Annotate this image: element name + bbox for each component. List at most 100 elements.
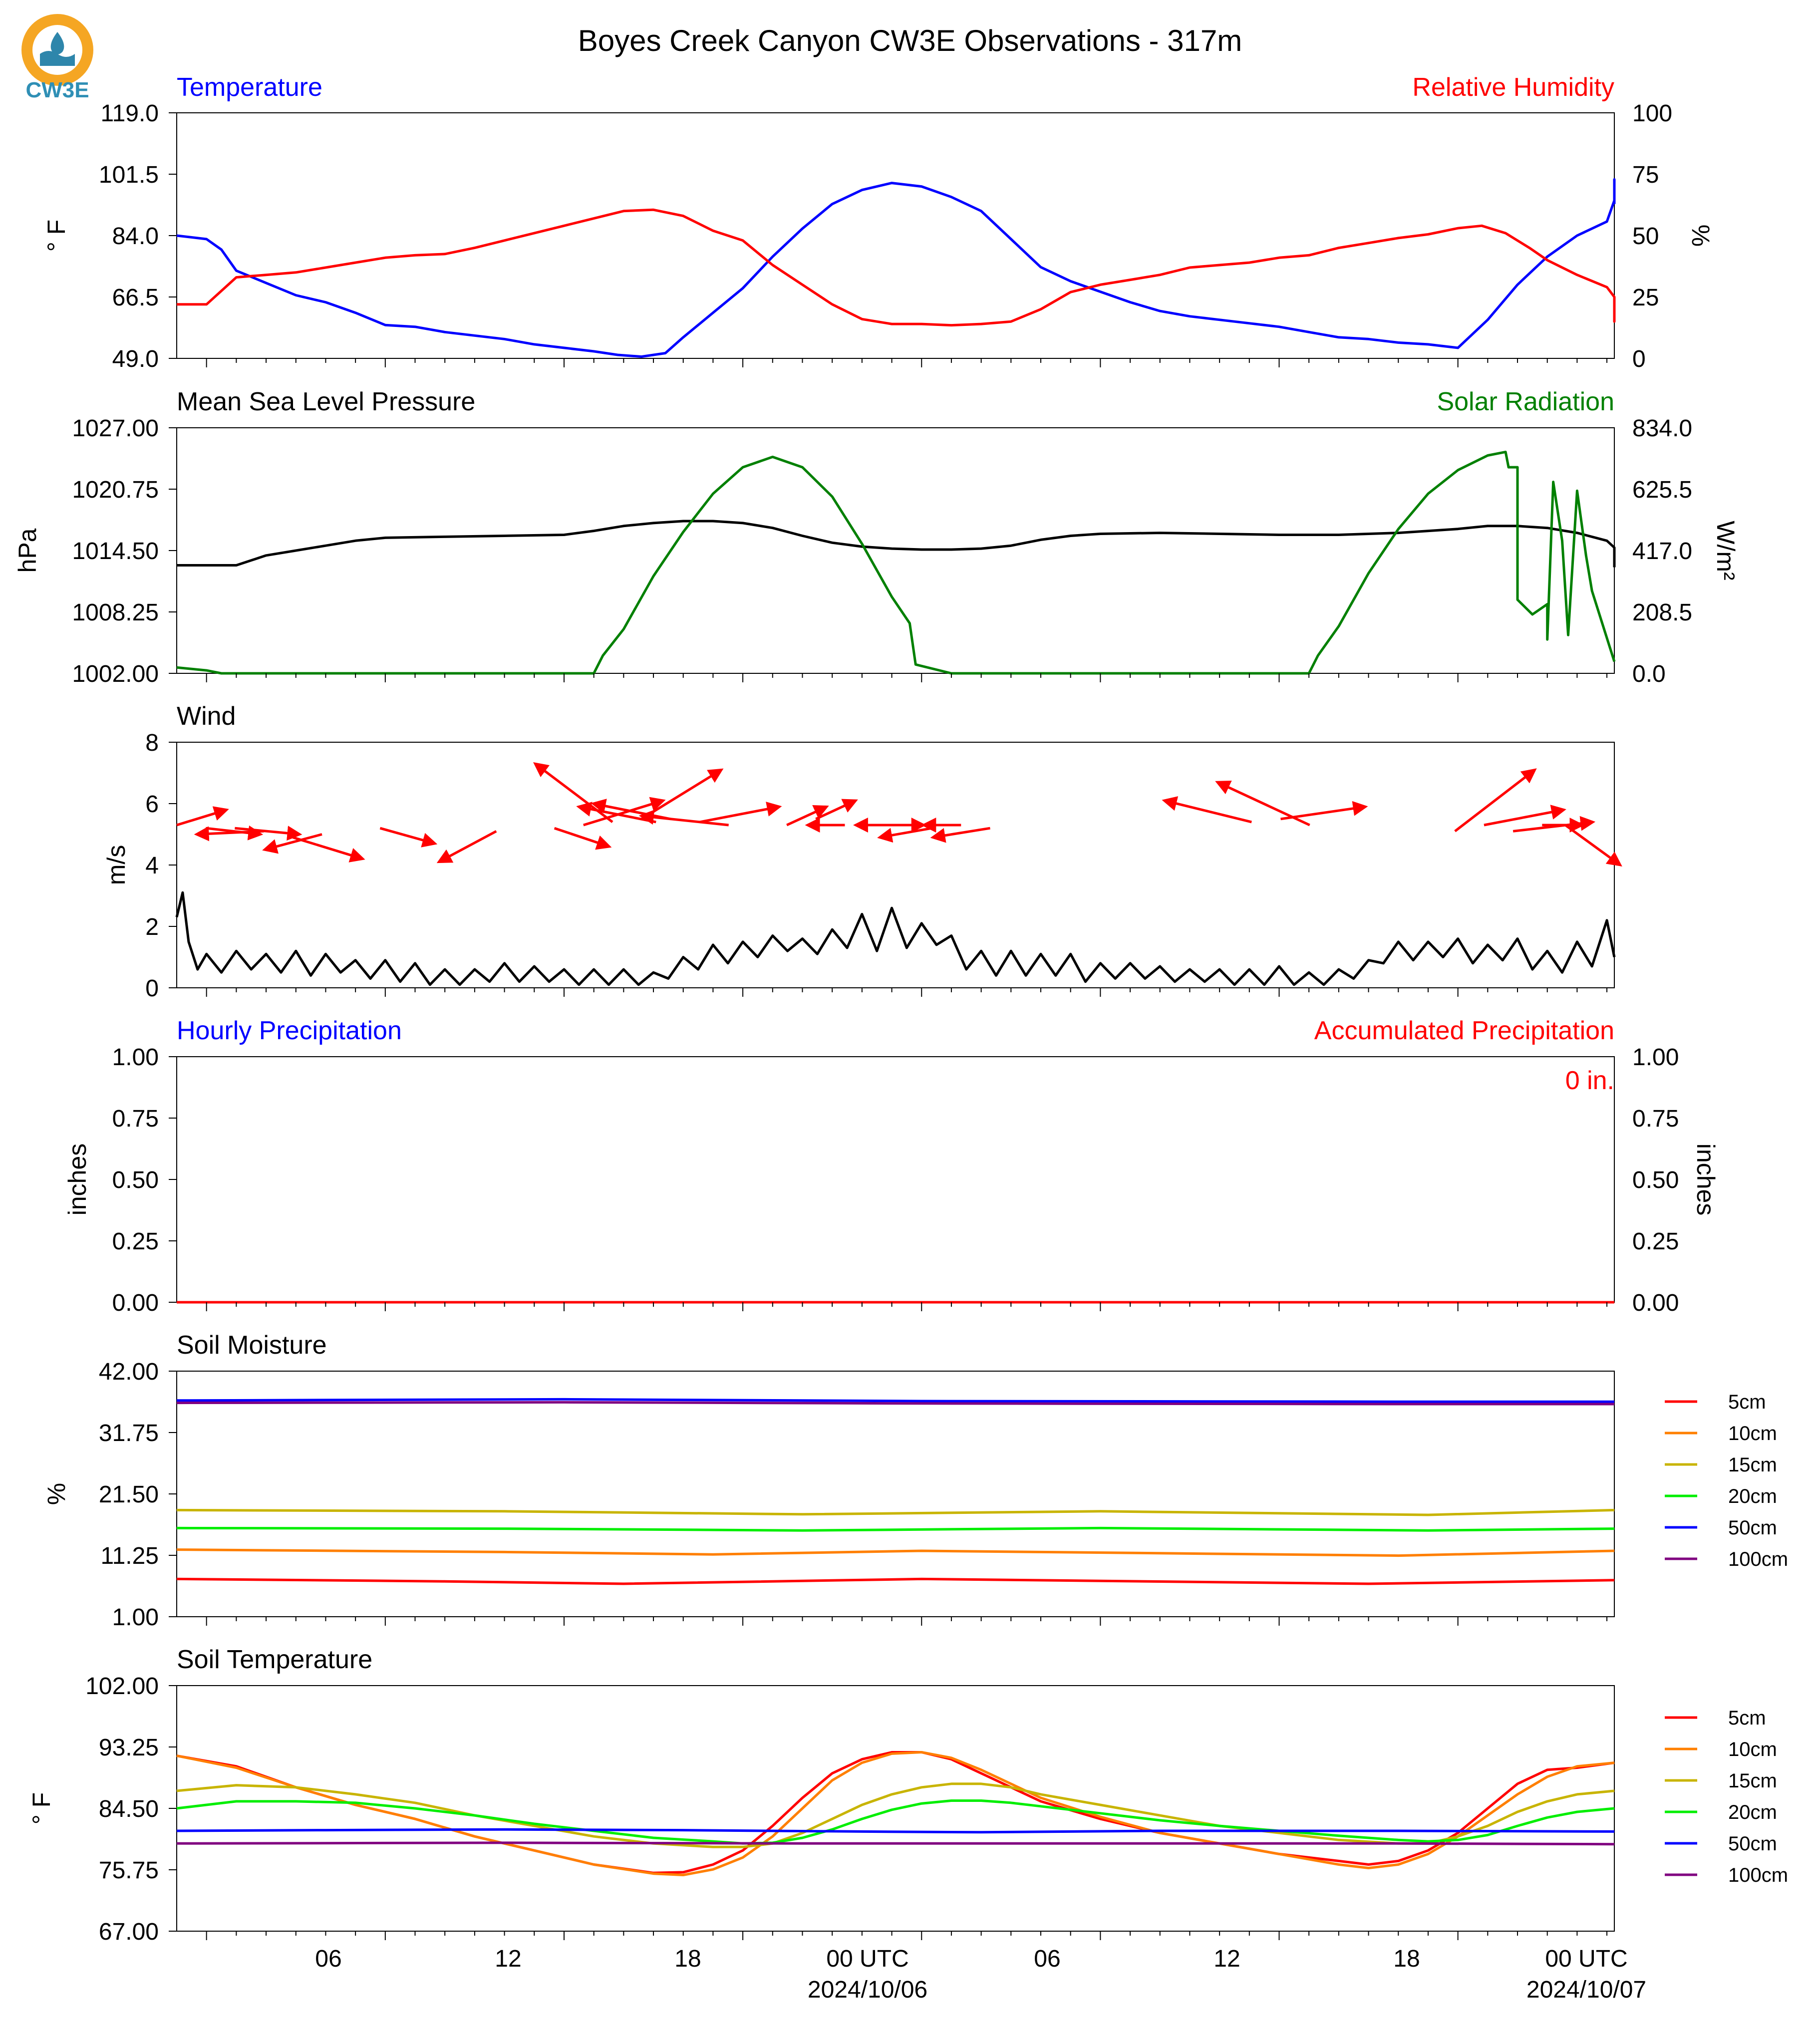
- x-tick-label: 18: [1393, 1946, 1420, 1972]
- pressure-line: [177, 520, 1616, 568]
- tick-label: 100: [1632, 100, 1672, 127]
- legend-label: 100cm: [1728, 1864, 1788, 1886]
- logo-text: CW3E: [25, 78, 89, 102]
- wind-direction-arrow: [930, 827, 990, 843]
- tick-label: 0.00: [112, 1290, 159, 1316]
- soil-temperature-legend: 5cm 10cm 15cm 20cm 50cm 100cm: [1665, 1707, 1788, 1886]
- tick-label: 0: [145, 975, 159, 1002]
- tick-label: 0.75: [1632, 1106, 1679, 1132]
- tick-label: 1002.00: [72, 661, 159, 687]
- soil-temperature-line: [176, 1828, 1615, 1834]
- pressure-panel: Mean Sea Level Pressure Solar Radiation …: [13, 387, 1740, 687]
- tick-label: 49.0: [112, 346, 159, 372]
- x-date-label: 2024/10/06: [808, 1977, 927, 2003]
- accumulated-total: 0 in.: [1565, 1066, 1614, 1095]
- soil-moisture-line: [176, 1526, 1615, 1532]
- soil-temperature-left-ticks: 102.00 93.25 84.50 75.75 67.00: [85, 1673, 159, 1945]
- wind-direction-arrow: [877, 827, 932, 843]
- soil-temperature-line: [176, 1799, 1615, 1845]
- wind-direction-arrow: [638, 810, 729, 827]
- soil-temperature-line: [176, 1841, 1615, 1846]
- legend-label: 10cm: [1728, 1423, 1777, 1445]
- legend-label: 20cm: [1728, 1801, 1777, 1823]
- wind-direction-arrow: [815, 799, 858, 821]
- pressure-series: [176, 450, 1616, 675]
- logo-water-icon: [40, 51, 75, 66]
- tick-label: 2: [145, 914, 159, 940]
- soil-moisture-line: [176, 1508, 1615, 1516]
- temperature-frame: [176, 112, 1615, 359]
- soil-temperature-unit: ° F: [27, 1792, 55, 1824]
- tick-label: 93.25: [99, 1735, 159, 1761]
- legend-label: 5cm: [1728, 1707, 1766, 1729]
- cw3e-logo: CW3E: [21, 14, 93, 102]
- pressure-unit: hPa: [13, 528, 41, 573]
- x-tick-label: 18: [674, 1946, 701, 1972]
- tick-label: 101.5: [99, 162, 159, 188]
- precip-right-unit: inches: [1692, 1144, 1720, 1216]
- wind-direction-arrow: [1162, 796, 1252, 824]
- soil-moisture-line: [176, 1398, 1614, 1403]
- tick-label: 1.00: [112, 1604, 159, 1631]
- tick-label: 8: [145, 730, 159, 756]
- legend-label: 5cm: [1728, 1391, 1766, 1413]
- tick-label: 75: [1632, 162, 1659, 188]
- tick-label: 67.00: [99, 1919, 159, 1945]
- temperature-right-ticks: 100 75 50 25 0: [1632, 100, 1672, 372]
- tick-label: 84.50: [99, 1796, 159, 1822]
- soil-moisture-line: [176, 1401, 1614, 1406]
- x-tick-label: 12: [1213, 1946, 1240, 1972]
- tick-label: 0.75: [112, 1106, 159, 1132]
- legend-label: 15cm: [1728, 1770, 1777, 1792]
- temperature-left-ticks: 119.0 101.5 84.0 66.5 49.0: [99, 100, 159, 372]
- x-axis-labels: 06 12 18 00 UTC 06 12 18 00 UTC 2024/10/…: [315, 1946, 1646, 2003]
- wind-direction-arrow: [436, 830, 497, 864]
- tick-label: 0.25: [1632, 1228, 1679, 1255]
- tick-label: 0.25: [112, 1228, 159, 1255]
- x-tick-label: 00 UTC: [826, 1946, 909, 1972]
- accum-precip-title: Accumulated Precipitation: [1314, 1016, 1614, 1045]
- legend-label: 50cm: [1728, 1833, 1777, 1855]
- wind-direction-arrow: [699, 802, 782, 824]
- tick-label: 0.50: [112, 1167, 159, 1193]
- tick-label: 50: [1632, 223, 1659, 250]
- x-tick-label: 06: [1034, 1946, 1060, 1972]
- precip-left-ticks: 1.00 0.75 0.50 0.25 0.00: [112, 1044, 159, 1316]
- x-tick-label: 00 UTC: [1545, 1946, 1627, 1972]
- soil-temperature-line: [176, 1782, 1615, 1848]
- pressure-title: Mean Sea Level Pressure: [177, 387, 475, 416]
- temperature-line: [176, 178, 1616, 358]
- tick-label: 625.5: [1632, 477, 1692, 503]
- solar-unit: W/m²: [1712, 521, 1740, 580]
- wind-unit: m/s: [102, 845, 130, 885]
- precip-right-ticks: 1.00 0.75 0.50 0.25 0.00: [1632, 1044, 1679, 1316]
- precip-panel: Hourly Precipitation Accumulated Precipi…: [63, 1016, 1720, 1316]
- pressure-frame: [176, 427, 1615, 674]
- wind-direction-arrow: [379, 827, 438, 848]
- logo-drop-icon: [50, 32, 64, 54]
- temperature-panel: Temperature Relative Humidity 119.0 101.…: [42, 73, 1715, 372]
- tick-label: 0.0: [1632, 661, 1666, 687]
- tick-label: 119.0: [100, 100, 159, 127]
- soil-temperature-line: [176, 1751, 1615, 1876]
- x-tick-label: 12: [495, 1946, 521, 1972]
- temperature-unit: ° F: [42, 220, 70, 252]
- wind-panel: Wind 8 6 4 2 0 m/s: [102, 702, 1622, 1002]
- temperature-series: [176, 178, 1616, 358]
- precip-frame: [176, 1056, 1615, 1303]
- tick-label: 0.00: [1632, 1290, 1679, 1316]
- solar-title: Solar Radiation: [1437, 387, 1614, 416]
- x-tick-label: 06: [315, 1946, 341, 1972]
- wind-direction-arrow: [583, 797, 666, 827]
- wind-direction-arrow: [1454, 768, 1537, 833]
- wind-direction-arrow: [176, 806, 229, 827]
- tick-label: 42.00: [99, 1359, 159, 1385]
- legend-label: 15cm: [1728, 1454, 1777, 1476]
- wind-direction-arrow: [1513, 816, 1596, 833]
- wind-direction-arrow: [1484, 805, 1566, 827]
- soil-moisture-legend: 5cm 10cm 15cm 20cm 50cm 100cm: [1665, 1391, 1788, 1570]
- legend-label: 100cm: [1728, 1548, 1788, 1570]
- soil-moisture-unit: %: [42, 1483, 70, 1505]
- tick-label: 1.00: [112, 1044, 159, 1071]
